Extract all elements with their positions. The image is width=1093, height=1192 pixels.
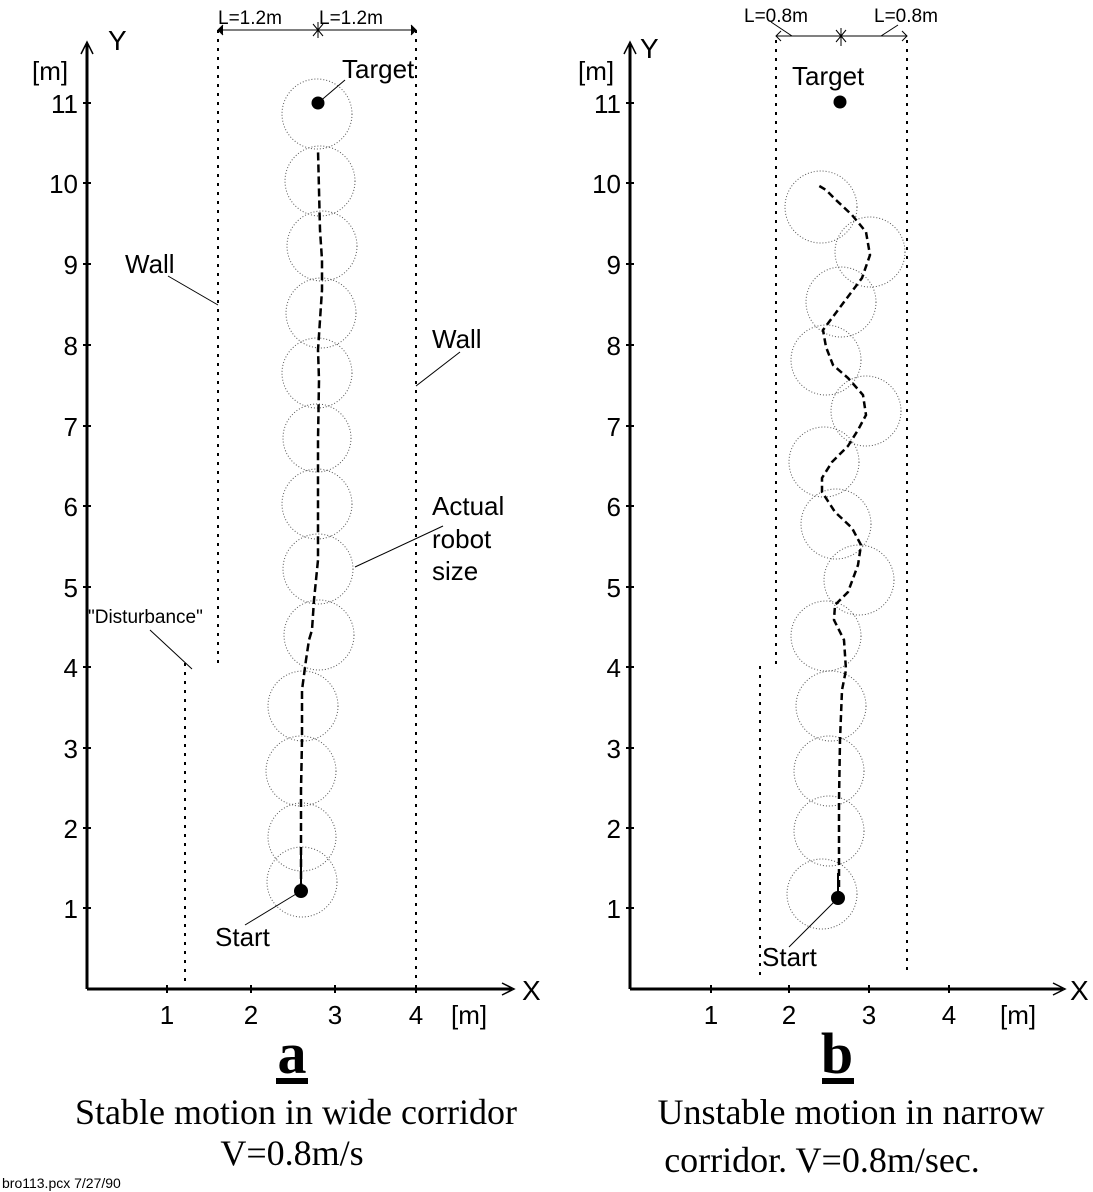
panel-b-letter: b bbox=[821, 1021, 853, 1086]
panel-b-chart: Y [m] X [m] 1 2 3 4 5 6 7 8 9 10 11 1 2 … bbox=[578, 6, 1089, 1180]
svg-text:9: 9 bbox=[607, 250, 621, 280]
panel-b-target-label: Target bbox=[792, 61, 865, 91]
svg-text:1: 1 bbox=[704, 1000, 718, 1030]
svg-text:10: 10 bbox=[49, 169, 78, 199]
panel-b-trajectory bbox=[815, 182, 872, 898]
panel-a-caption-line2: V=0.8m/s bbox=[220, 1133, 363, 1173]
panel-b-x-axis-label: X bbox=[1070, 975, 1089, 1006]
svg-text:3: 3 bbox=[328, 1000, 342, 1030]
panel-a-chart: Y [m] X [m] 1 2 3 4 5 6 7 8 9 10 11 1 2 … bbox=[32, 8, 541, 1173]
svg-text:2: 2 bbox=[64, 814, 78, 844]
panel-b-robot-circles bbox=[784, 170, 906, 930]
svg-text:1: 1 bbox=[160, 1000, 174, 1030]
file-stamp: bro113.pcx 7/27/90 bbox=[2, 1175, 121, 1191]
panel-a-target-label: Target bbox=[342, 54, 415, 84]
panel-a-y-axis-unit: [m] bbox=[32, 56, 68, 86]
svg-text:2: 2 bbox=[607, 814, 621, 844]
panel-a-start-label: Start bbox=[215, 922, 271, 952]
panel-a-wall-left-label: Wall bbox=[125, 249, 175, 279]
panel-a-dim-left: L=1.2m bbox=[218, 8, 282, 29]
panel-b-letter-underline bbox=[822, 1078, 854, 1084]
svg-text:3: 3 bbox=[862, 1000, 876, 1030]
svg-text:3: 3 bbox=[64, 734, 78, 764]
panel-a-robot-size-label-3: size bbox=[432, 556, 478, 586]
panel-b-dim-left: L=0.8m bbox=[744, 6, 808, 27]
svg-text:11: 11 bbox=[594, 89, 621, 119]
panel-b-caption-line2: corridor. V=0.8m/sec. bbox=[664, 1140, 980, 1180]
panel-b-y-axis-unit: [m] bbox=[578, 56, 614, 86]
panel-a-x-tick-labels: 1 2 3 4 bbox=[160, 1000, 423, 1030]
svg-text:3: 3 bbox=[607, 734, 621, 764]
panel-a-x-axis-label: X bbox=[522, 975, 541, 1006]
svg-text:10: 10 bbox=[592, 169, 621, 199]
svg-text:2: 2 bbox=[782, 1000, 796, 1030]
svg-text:4: 4 bbox=[409, 1000, 423, 1030]
panel-b-y-axis-label: Y bbox=[640, 33, 659, 64]
panel-b-walls bbox=[759, 40, 908, 976]
panel-b-x-axis-unit: [m] bbox=[1000, 1000, 1036, 1030]
svg-text:7: 7 bbox=[607, 412, 621, 442]
svg-text:6: 6 bbox=[64, 492, 78, 522]
svg-text:5: 5 bbox=[64, 573, 78, 603]
panel-a-y-axis-label: Y bbox=[108, 25, 127, 56]
panel-a-x-axis-unit: [m] bbox=[451, 1000, 487, 1030]
panel-b-dim-right: L=0.8m bbox=[874, 6, 938, 27]
panel-a-robot-size-label-2: robot bbox=[432, 524, 492, 554]
panel-a-axes bbox=[80, 40, 516, 996]
panel-b-axes bbox=[623, 40, 1067, 996]
panel-b-start-label: Start bbox=[762, 942, 818, 972]
panel-b-target-marker bbox=[833, 95, 847, 109]
panel-a-robot-circles bbox=[265, 78, 358, 918]
svg-text:8: 8 bbox=[607, 331, 621, 361]
panel-a-dim-right: L=1.2m bbox=[319, 8, 383, 29]
svg-text:11: 11 bbox=[51, 89, 78, 119]
svg-text:8: 8 bbox=[64, 331, 78, 361]
svg-text:4: 4 bbox=[607, 653, 621, 683]
svg-text:9: 9 bbox=[64, 250, 78, 280]
panel-a-dimension bbox=[217, 22, 417, 38]
panel-b-y-tick-labels: 1 2 3 4 5 6 7 8 9 10 11 bbox=[592, 89, 621, 924]
svg-text:6: 6 bbox=[607, 492, 621, 522]
panel-a-walls bbox=[184, 30, 417, 982]
svg-text:5: 5 bbox=[607, 573, 621, 603]
svg-text:4: 4 bbox=[64, 653, 78, 683]
panel-b-caption-line1: Unstable motion in narrow bbox=[658, 1092, 1045, 1132]
panel-a-disturbance-label: "Disturbance" bbox=[88, 607, 203, 628]
panel-a-trajectory bbox=[299, 149, 324, 891]
panel-a-letter: a bbox=[278, 1021, 307, 1086]
svg-text:1: 1 bbox=[64, 894, 78, 924]
panel-b-dimension bbox=[770, 21, 908, 46]
panel-a-caption-line1: Stable motion in wide corridor bbox=[75, 1092, 517, 1132]
svg-text:4: 4 bbox=[942, 1000, 956, 1030]
svg-text:2: 2 bbox=[244, 1000, 258, 1030]
panel-a-robot-size-label-1: Actual bbox=[432, 491, 504, 521]
panel-a-y-tick-labels: 1 2 3 4 5 6 7 8 9 10 11 bbox=[49, 89, 78, 924]
panel-a-letter-underline bbox=[276, 1078, 308, 1084]
svg-text:1: 1 bbox=[607, 894, 621, 924]
svg-text:7: 7 bbox=[64, 412, 78, 442]
panel-b-x-tick-labels: 1 2 3 4 bbox=[704, 1000, 956, 1030]
panel-a-wall-right-label: Wall bbox=[432, 324, 482, 354]
